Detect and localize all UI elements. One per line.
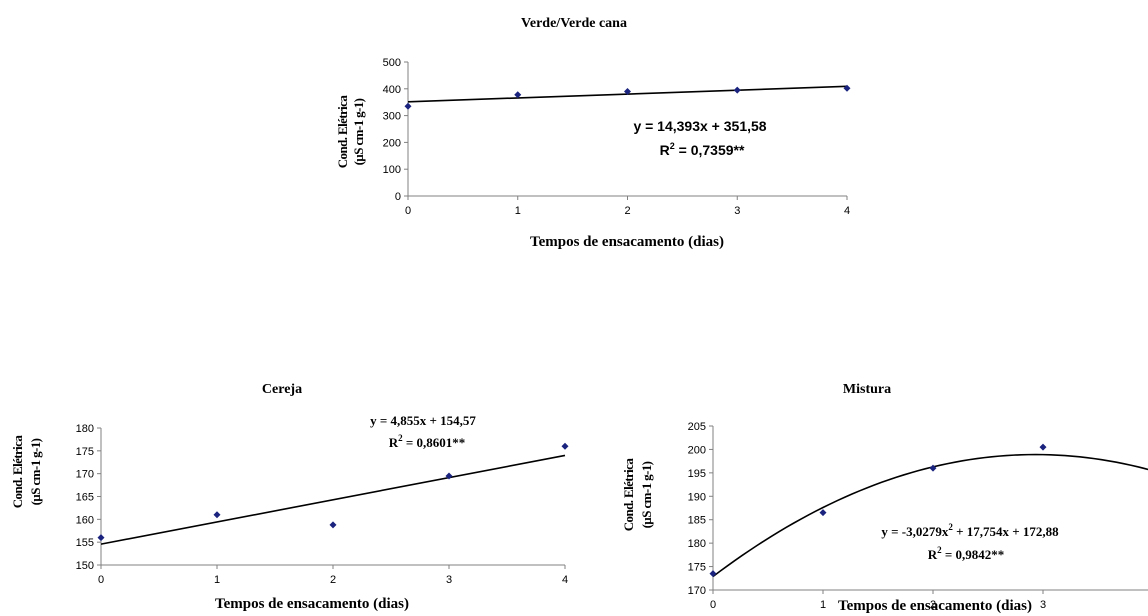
x-tick-label: 4: [844, 205, 850, 217]
r-squared: R2 = 0,7359**: [660, 141, 745, 158]
x-tick-label: 3: [734, 205, 740, 217]
trend-equation: y = 14,393x + 351,58: [633, 118, 766, 134]
x-tick-label: 1: [515, 205, 521, 217]
y-axis-label: Cond. Elétrica (µS cm-1 g-1): [335, 95, 366, 169]
y-tick-label: 500: [383, 57, 401, 69]
y-tick-label: 200: [383, 137, 401, 149]
y-axis-label-line1: Cond. Elétrica: [335, 95, 350, 169]
x-tick-label: 2: [624, 205, 630, 217]
data-point: [843, 84, 851, 92]
data-point: [404, 102, 412, 110]
y-tick-label: 400: [383, 84, 401, 96]
chart-title: Verde/Verde cana: [521, 16, 627, 31]
x-tick-label: 0: [405, 205, 411, 217]
x-axis-label: Tempos de ensacamento (dias): [530, 234, 724, 250]
plot-area: 0 100 200 300 400 500 0 1 2 3 4: [383, 57, 851, 217]
y-tick-label: 100: [383, 164, 401, 176]
data-point: [514, 91, 522, 99]
y-axis-label-line2: (µS cm-1 g-1): [351, 98, 366, 165]
y-tick-label: 300: [383, 111, 401, 123]
data-point: [624, 87, 631, 95]
r-squared-value: = 0,7359**: [675, 142, 745, 158]
y-tick-label: 0: [395, 191, 401, 203]
data-point: [733, 86, 741, 94]
